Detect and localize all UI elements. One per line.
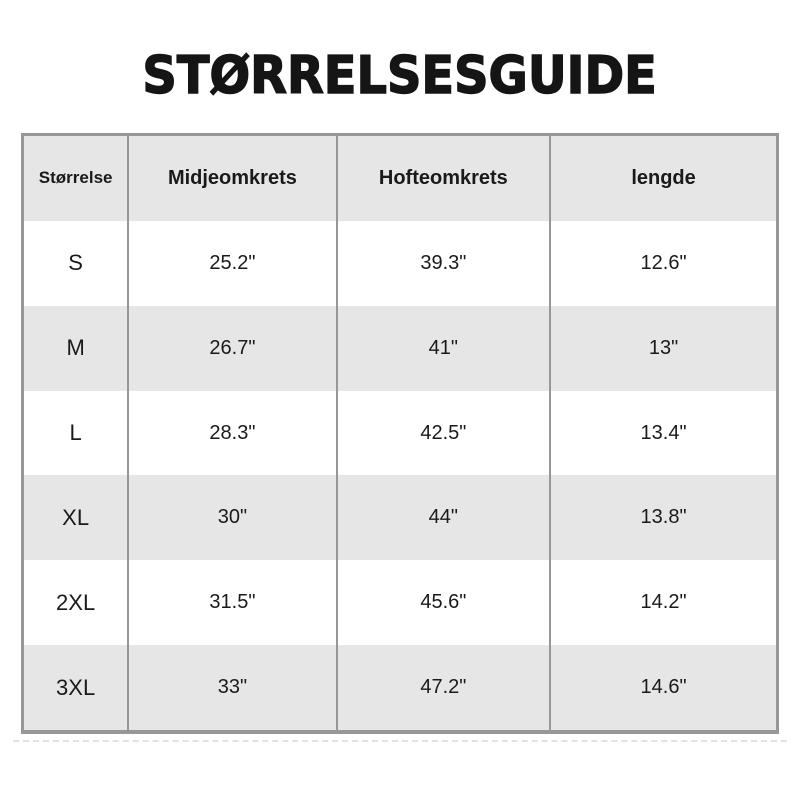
hip-cell: 41" bbox=[338, 305, 552, 391]
waist-cell: 26.7" bbox=[129, 305, 338, 391]
length-cell: 13.4" bbox=[640, 421, 687, 444]
length-cell: 12.6" bbox=[640, 251, 687, 274]
length-cell: 13.8" bbox=[640, 506, 687, 529]
size-cell: L bbox=[24, 390, 130, 476]
header-cell-hip: Hofteomkrets bbox=[338, 136, 552, 221]
size-cell: S bbox=[24, 220, 130, 306]
hip-cell: 39.3" bbox=[338, 220, 552, 306]
page-title: STØRRELSESGUIDE bbox=[0, 46, 800, 106]
waist-cell: 31.5" bbox=[129, 560, 338, 646]
header-cell-waist: Midjeomkrets bbox=[129, 136, 338, 221]
waist-cell: 25.2" bbox=[129, 220, 338, 306]
size-cell: 2XL bbox=[24, 560, 130, 646]
hip-cell: 42.5" bbox=[338, 390, 552, 476]
hip-cell: 47.2" bbox=[338, 645, 552, 731]
waist-cell: 33" bbox=[129, 645, 338, 731]
header-cell-length: lengde bbox=[631, 166, 696, 189]
page-title-text: STØRRELSESGUIDE bbox=[142, 46, 658, 106]
size-cell: 3XL bbox=[24, 645, 130, 731]
table-row-s: S 25.2" 39.3" 12.6" bbox=[24, 220, 776, 306]
bottom-dashed-divider bbox=[13, 740, 787, 742]
hip-cell: 45.6" bbox=[338, 560, 552, 646]
length-cell: 14.2" bbox=[640, 591, 687, 614]
size-cell: M bbox=[24, 305, 130, 391]
table-row-2xl: 2XL 31.5" 45.6" 14.2" bbox=[24, 560, 776, 646]
table-row-m: M 26.7" 41" 13" bbox=[24, 305, 776, 391]
table-header-row: Størrelse Midjeomkrets Hofteomkrets leng… bbox=[24, 136, 776, 221]
table-row-xl: XL 30" 44" 13.8" bbox=[24, 475, 776, 561]
length-cell: 14.6" bbox=[640, 676, 687, 699]
table-row-3xl: 3XL 33" 47.2" 14.6" bbox=[24, 645, 776, 731]
hip-cell: 44" bbox=[338, 475, 552, 561]
header-cell-size: Størrelse bbox=[24, 136, 130, 221]
length-cell: 13" bbox=[648, 336, 679, 359]
size-cell: XL bbox=[24, 475, 130, 561]
table-row-l: L 28.3" 42.5" 13.4" bbox=[24, 390, 776, 476]
waist-cell: 28.3" bbox=[129, 390, 338, 476]
waist-cell: 30" bbox=[129, 475, 338, 561]
size-guide-table: Størrelse Midjeomkrets Hofteomkrets leng… bbox=[21, 133, 779, 734]
